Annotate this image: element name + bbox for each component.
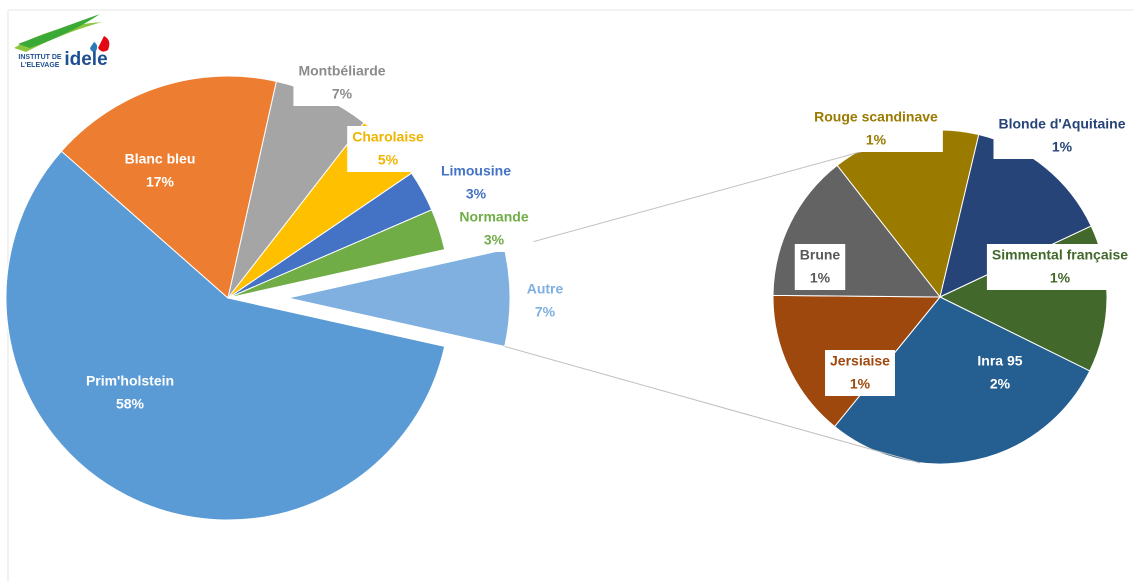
label-box [825, 350, 895, 396]
pie-slice [833, 296, 1091, 465]
logo-swoosh [14, 22, 102, 52]
data-label: Autre 7% [521, 278, 569, 324]
label-box [347, 126, 429, 172]
value-label: 7% [332, 86, 353, 102]
category-label: Limousine [441, 163, 511, 179]
value-label: 58% [116, 396, 145, 412]
label-box [809, 106, 943, 152]
category-label: Jersiaise [830, 353, 890, 369]
labels: Prim'holstein 58% Blanc bleu 17% Montbéliard… [86, 60, 1134, 412]
pie-slice [60, 75, 278, 299]
value-label: 5% [378, 152, 399, 168]
data-label: Limousine 3% [435, 160, 517, 206]
value-label: 1% [810, 270, 831, 286]
data-label: Prim'holstein 58% [86, 373, 174, 412]
logo-brand: idele [64, 49, 107, 70]
label-box [794, 244, 846, 290]
value-label: 7% [535, 304, 556, 320]
value-label: 1% [1052, 139, 1073, 155]
data-label: Simmental française 1% [986, 244, 1134, 290]
category-label: Simmental française [992, 247, 1128, 263]
pie-slice [939, 133, 1092, 298]
value-label: 3% [466, 186, 487, 202]
logo-drop [98, 36, 110, 52]
value-label: 1% [1050, 270, 1071, 286]
label-box [435, 160, 517, 206]
value-label: 1% [850, 376, 871, 392]
category-label: Brune [800, 247, 841, 263]
logo-swoosh [18, 14, 100, 48]
category-label: Blonde d'Aquitaine [999, 116, 1126, 132]
category-label: Inra 95 [977, 353, 1022, 369]
label-box [993, 113, 1131, 159]
value-label: 3% [484, 232, 505, 248]
label-box [454, 206, 534, 252]
data-label: Normande 3% [454, 206, 534, 252]
category-label: Autre [527, 281, 564, 297]
pie-slice [227, 209, 446, 299]
value-label: 1% [866, 132, 887, 148]
logo: INSTITUT DE L'ELEVAGE idele [14, 14, 110, 70]
data-label: Blonde d'Aquitaine 1% [993, 113, 1131, 159]
category-label: Montbéliarde [298, 63, 385, 79]
category-label: Normande [459, 209, 528, 225]
data-label: Charolaise 5% [347, 126, 429, 172]
label-box [293, 60, 391, 106]
data-label: Montbéliarde 7% [293, 60, 391, 106]
label-box [986, 244, 1134, 290]
label-box [521, 278, 569, 324]
logo-text: L'ELEVAGE [21, 62, 60, 69]
data-label: Inra 95 2% [977, 353, 1022, 392]
data-label: Rouge scandinave 1% [809, 106, 943, 152]
pie-slice [5, 150, 446, 521]
connector-line [504, 345, 921, 464]
category-label: Prim'holstein [86, 373, 174, 389]
category-label: Rouge scandinave [814, 109, 938, 125]
value-label: 2% [990, 376, 1011, 392]
data-label: Jersiaise 1% [825, 350, 895, 396]
data-label: Blanc bleu 17% [125, 151, 196, 190]
value-label: 17% [146, 174, 175, 190]
data-label: Brune 1% [794, 244, 846, 290]
category-label: Charolaise [352, 129, 424, 145]
category-label: Blanc bleu [125, 151, 196, 167]
logo-text: INSTITUT DE [18, 54, 61, 61]
logo-drop [90, 42, 98, 52]
